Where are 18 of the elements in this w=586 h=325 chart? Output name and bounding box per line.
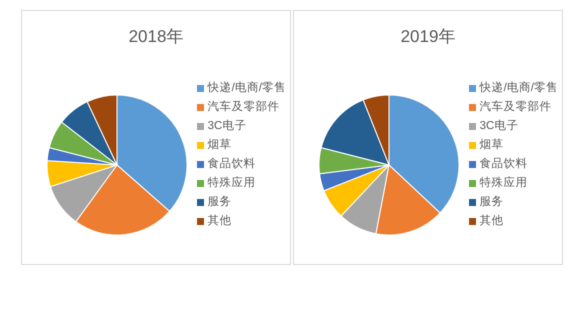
legend-label: 食品饮料 [480, 156, 528, 172]
chart-title: 2019年 [400, 26, 456, 47]
legend-label: 汽车及零部件 [480, 99, 552, 114]
legend-label: 烟草 [480, 138, 504, 152]
legend-label: 服务 [208, 194, 232, 210]
legend-label: 快递/电商/零售 [208, 80, 286, 96]
legend-label: 其他 [480, 214, 504, 228]
legend-label: 快递/电商/零售 [480, 80, 558, 96]
legend-label: 烟草 [208, 138, 232, 152]
legend-label: 特殊应用 [208, 176, 256, 190]
legend-label: 3C电子 [208, 118, 246, 134]
legend-label: 服务 [480, 194, 504, 210]
legend-label: 食品饮料 [208, 156, 256, 172]
legend-label: 特殊应用 [480, 176, 528, 190]
legend-label: 3C电子 [480, 118, 518, 134]
legend-label: 其他 [208, 214, 232, 228]
legend-label: 汽车及零部件 [208, 99, 280, 114]
chart-title: 2018年 [128, 26, 184, 47]
